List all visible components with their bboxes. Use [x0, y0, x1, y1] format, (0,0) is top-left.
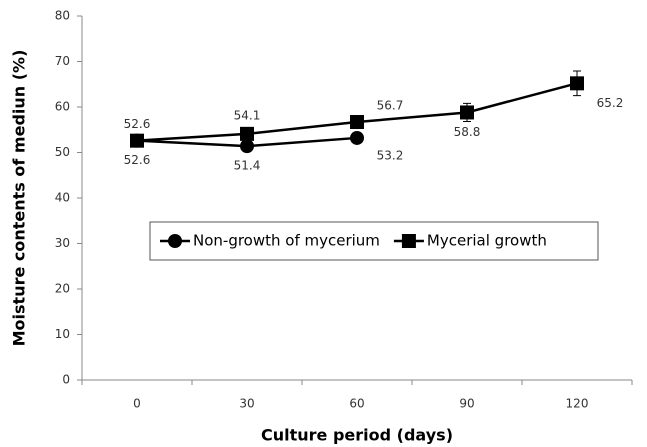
data-label: 58.8	[454, 125, 481, 139]
data-label: 52.6	[124, 117, 151, 131]
y-tick-label: 10	[55, 327, 70, 341]
data-label: 51.4	[234, 159, 261, 173]
marker	[240, 139, 254, 154]
data-label: 65.2	[597, 96, 624, 110]
legend-box	[149, 221, 599, 261]
marker	[240, 126, 254, 141]
marker	[130, 133, 144, 148]
marker	[401, 234, 416, 248]
marker	[460, 105, 474, 120]
x-tick-label: 30	[239, 397, 254, 411]
marker	[350, 130, 364, 145]
y-tick-label: 40	[55, 191, 70, 205]
marker	[168, 234, 182, 248]
data-label: 52.6	[124, 153, 151, 167]
x-tick-label: 60	[349, 397, 364, 411]
marker	[350, 115, 364, 130]
y-tick-label: 20	[55, 282, 70, 296]
y-tick-label: 30	[55, 236, 70, 250]
y-tick-label: 60	[55, 100, 70, 114]
data-label: 53.2	[377, 148, 404, 162]
y-axis-title: Moisture contents of mediun (%)	[10, 50, 29, 347]
x-tick-label: 120	[566, 397, 589, 411]
legend-label: Mycerial growth	[427, 232, 547, 250]
data-label: 54.1	[234, 108, 261, 122]
marker	[570, 76, 584, 91]
y-tick-label: 0	[62, 373, 70, 387]
legend-label: Non-growth of mycerium	[193, 232, 380, 250]
x-tick-label: 90	[459, 397, 474, 411]
y-tick-label: 70	[55, 54, 70, 68]
y-tick-label: 80	[55, 9, 70, 23]
y-tick-label: 50	[55, 145, 70, 159]
x-axis-title: Culture period (days)	[261, 426, 453, 445]
x-tick-label: 0	[133, 397, 141, 411]
data-label: 56.7	[377, 99, 404, 113]
